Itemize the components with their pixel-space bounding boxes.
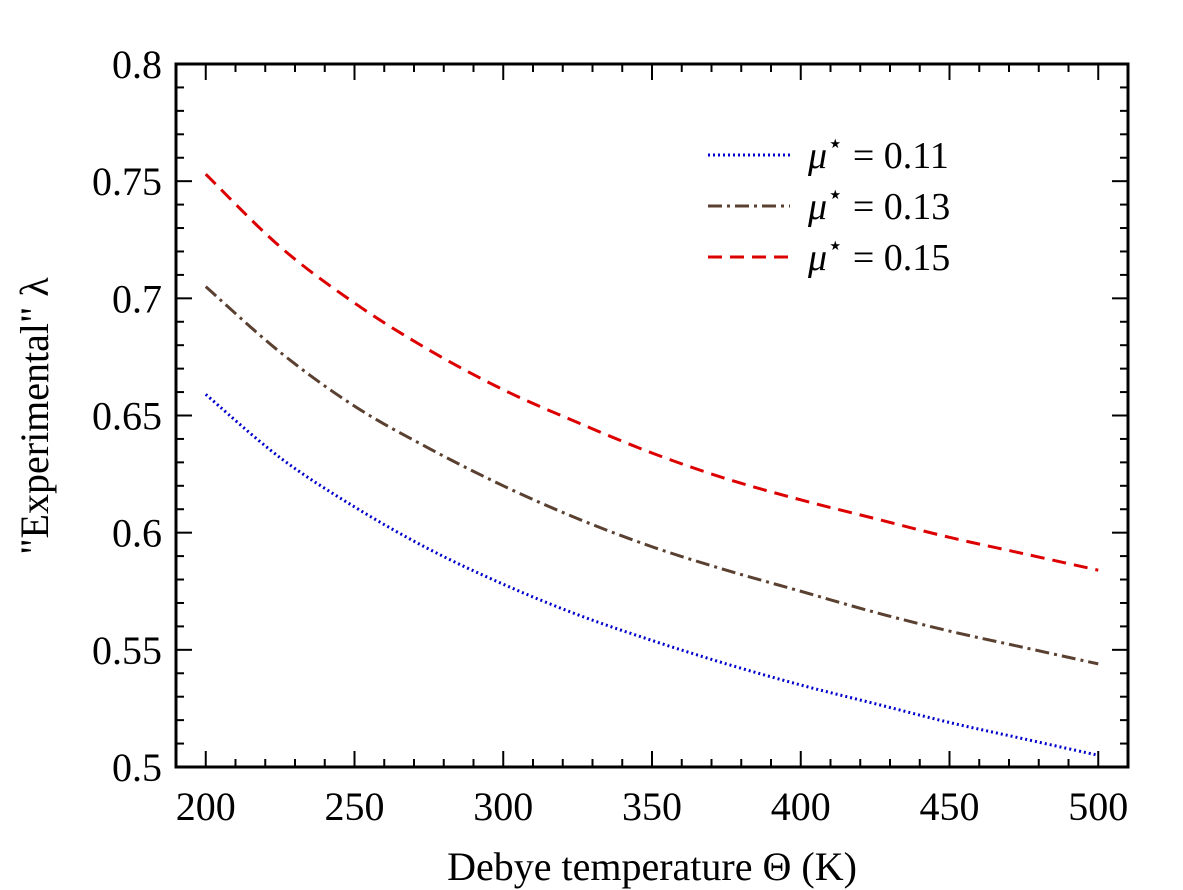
series-line-1 xyxy=(204,393,1099,757)
x-tick-label: 500 xyxy=(1068,784,1128,829)
y-tick-label: 0.6 xyxy=(112,511,162,556)
x-tick-label: 350 xyxy=(622,784,682,829)
y-tick-label: 0.75 xyxy=(92,159,162,204)
legend-label-3: μ⋆ = 0.15 xyxy=(807,231,950,279)
y-tick-label: 0.7 xyxy=(112,276,162,321)
series-line-3 xyxy=(204,173,1099,572)
x-tick-label: 250 xyxy=(325,784,385,829)
series-layer xyxy=(204,173,1099,757)
y-tick-label: 0.8 xyxy=(112,42,162,87)
plot-frame xyxy=(174,62,1130,769)
x-tick-label: 400 xyxy=(771,784,831,829)
x-tick-label: 300 xyxy=(473,784,533,829)
y-tick-label: 0.5 xyxy=(112,745,162,790)
x-tick-label: 200 xyxy=(176,784,236,829)
legend-label-2: μ⋆ = 0.13 xyxy=(807,180,950,228)
y-tick-label: 0.65 xyxy=(92,394,162,439)
x-axis-title: Debye temperature Θ (K) xyxy=(447,844,857,889)
x-tick-label: 450 xyxy=(920,784,980,829)
y-axis-title: "Experimental" λ xyxy=(12,277,57,555)
legend-label-1: μ⋆ = 0.11 xyxy=(807,129,949,177)
legend: μ⋆ = 0.11μ⋆ = 0.13μ⋆ = 0.15 xyxy=(708,129,950,279)
ticks: 200 250 300 350 400 450 500 0.5 0.55 0.6 0.65 0.7 0.… xyxy=(92,42,1129,829)
series-line-2 xyxy=(204,285,1099,666)
y-tick-label: 0.55 xyxy=(92,628,162,673)
